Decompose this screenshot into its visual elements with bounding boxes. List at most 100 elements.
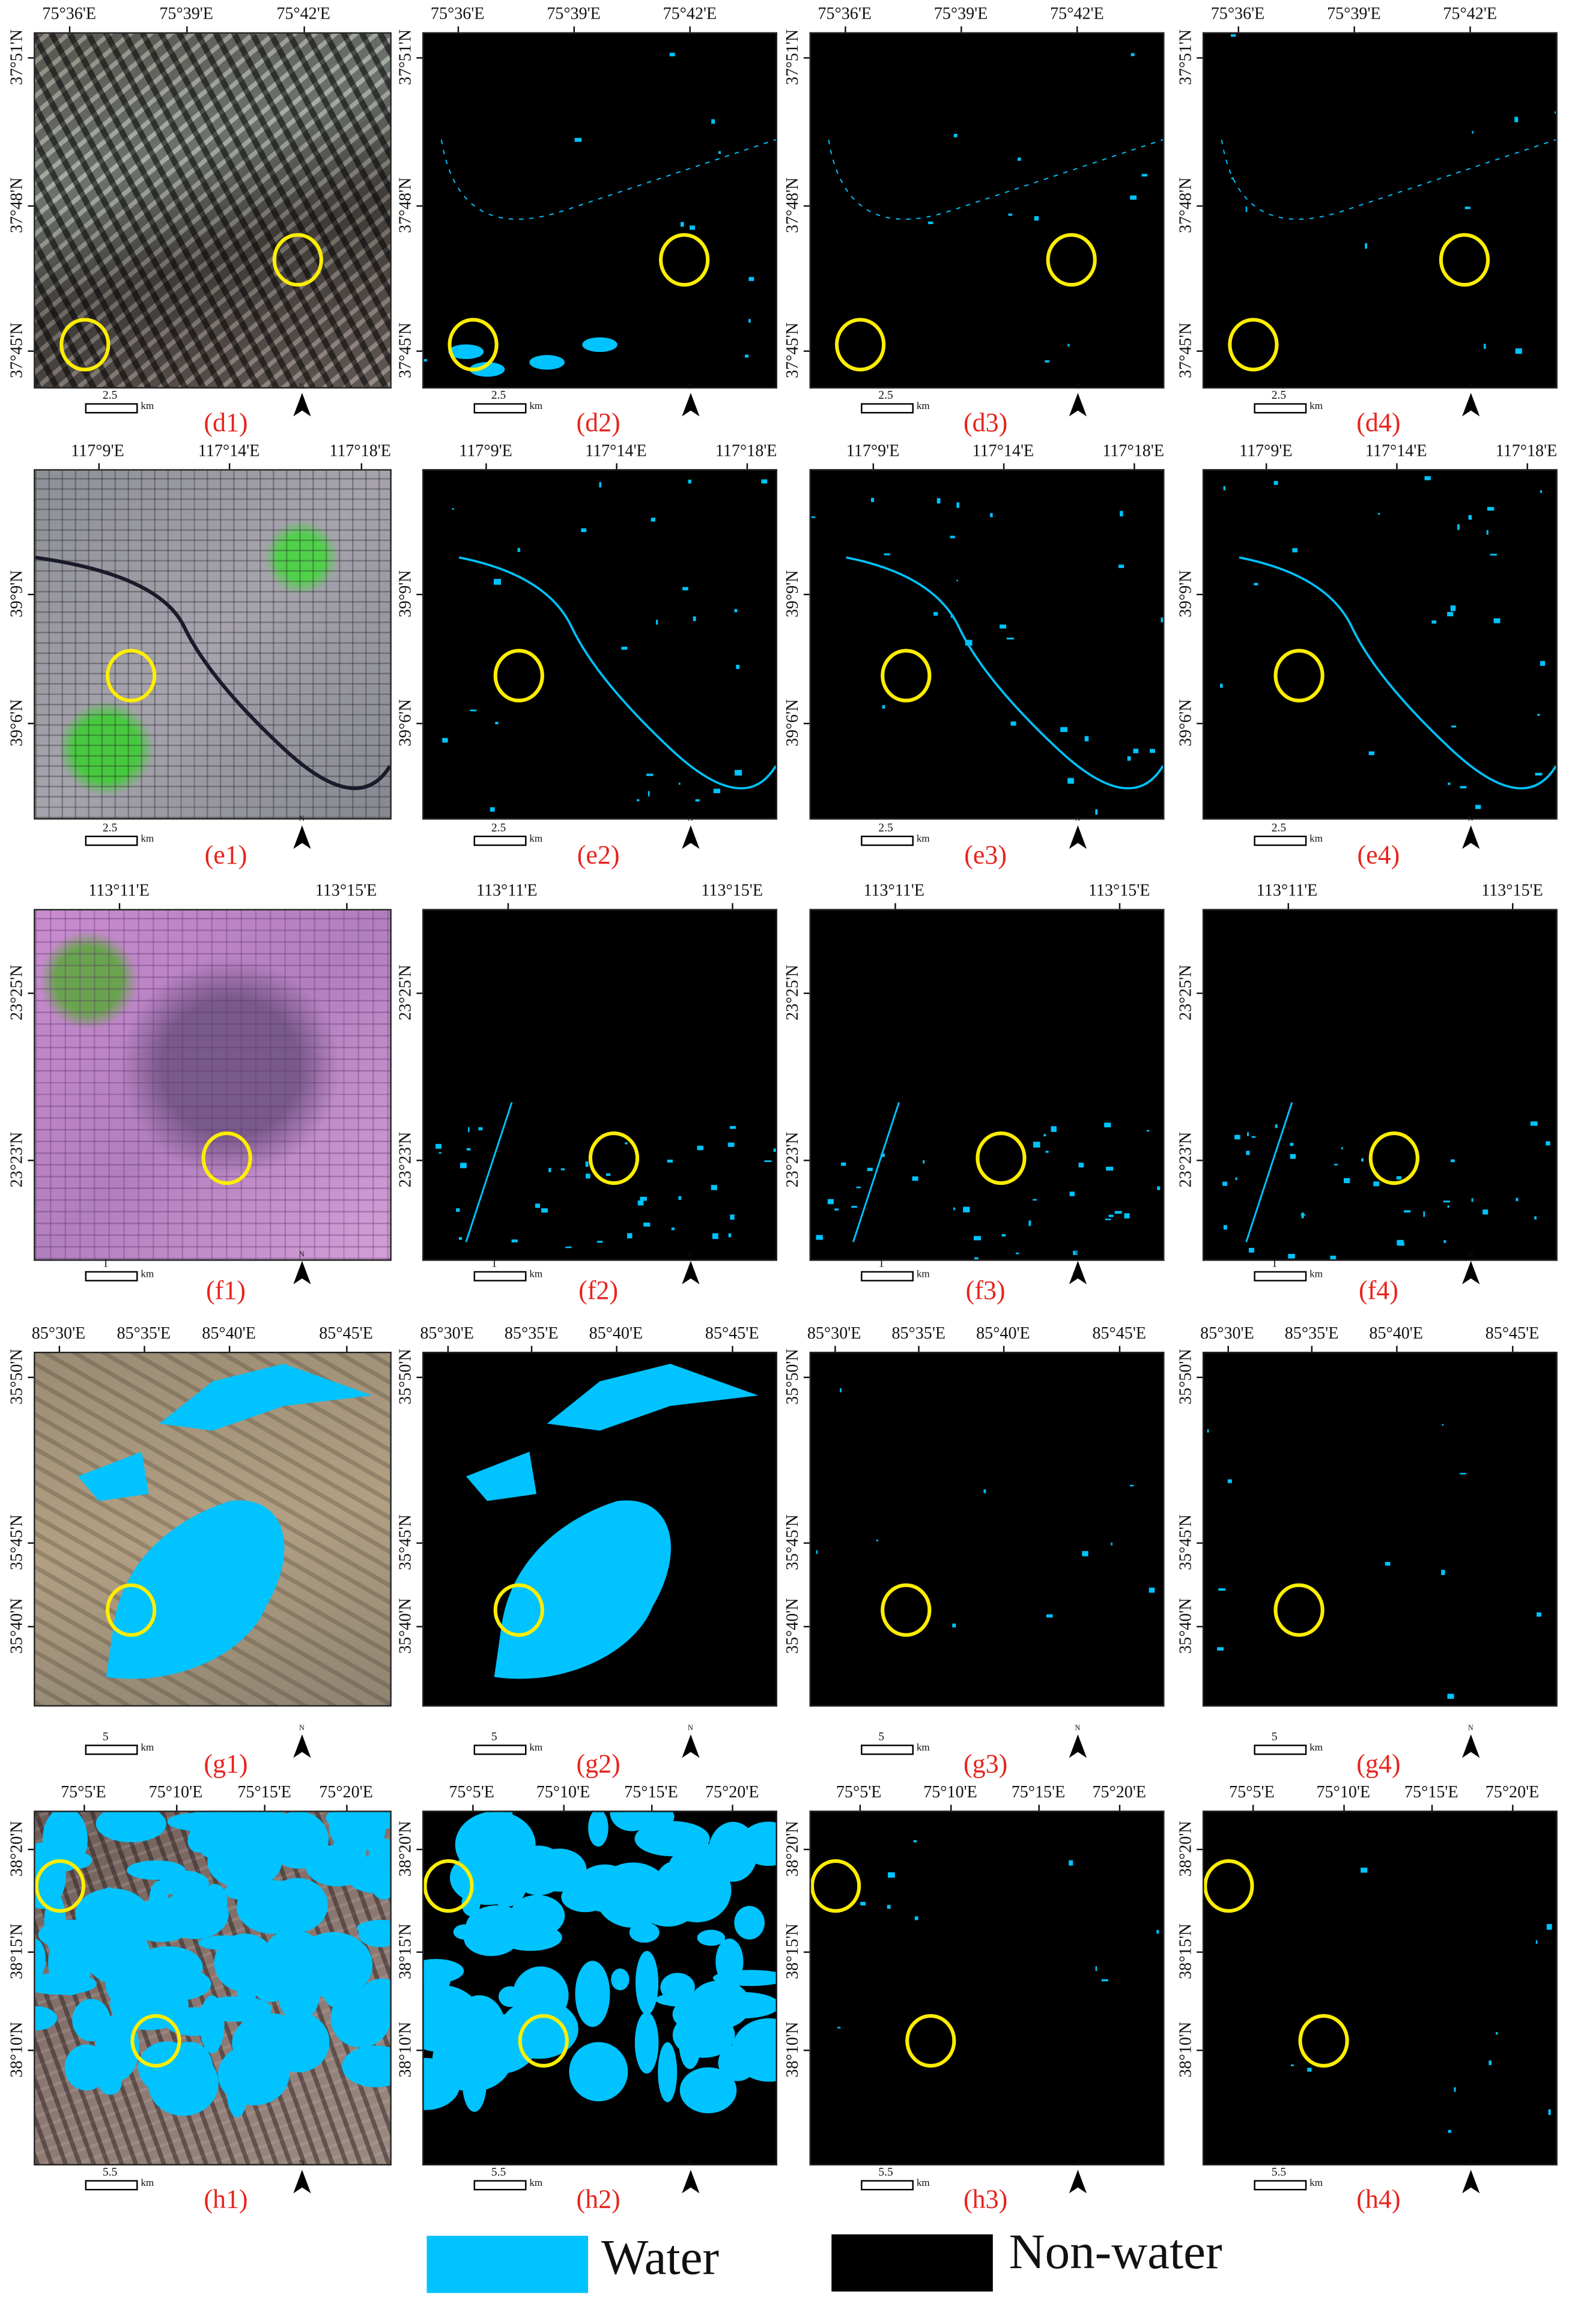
water-body — [449, 1850, 526, 1905]
scale-bar-value: 5 — [102, 1729, 109, 1743]
map-layer — [77, 1363, 372, 1679]
water-body — [72, 1999, 111, 2042]
water-pixel — [888, 1872, 895, 1878]
water-pixel — [1443, 1200, 1451, 1203]
water-body — [610, 1812, 654, 1832]
longitude-label: 117°9'E — [846, 443, 900, 461]
tick-mark — [918, 1346, 920, 1352]
latitude-label: 37°51'N — [8, 29, 26, 85]
water-pixel — [816, 1235, 823, 1240]
latitude-label: 37°51'N — [1177, 29, 1195, 85]
tick-mark — [1431, 1805, 1433, 1811]
highlight-circle — [1298, 2014, 1349, 2068]
scale-bar-value: 1 — [491, 1256, 497, 1270]
longitude-label: 75°42'E — [1050, 5, 1104, 24]
water-body — [159, 1870, 209, 1897]
water-body — [498, 1986, 523, 2008]
latitude-label: 23°25'N — [1177, 964, 1195, 1021]
longitude-label: 117°18'E — [1102, 443, 1165, 461]
map-layer — [442, 479, 776, 812]
scale-bar-unit: km — [141, 400, 154, 413]
water-pixel — [1219, 683, 1223, 688]
map-layer — [811, 1840, 1159, 2068]
latitude-label: 23°25'N — [8, 964, 26, 1021]
tick-mark — [1038, 1805, 1040, 1811]
water-pixel — [693, 616, 696, 622]
water-pixel — [956, 502, 960, 508]
water-pixel — [1124, 1213, 1130, 1218]
water-pixel — [727, 1142, 735, 1147]
latitude-label: 35°50'N — [397, 1348, 415, 1405]
water-pixel — [1248, 1248, 1254, 1253]
satellite-image — [34, 1811, 392, 2165]
tick-mark — [1512, 1805, 1514, 1811]
water-pixel — [678, 782, 681, 785]
panel-label: (h2) — [576, 2184, 621, 2214]
north-arrow-icon — [681, 2170, 701, 2202]
scale-bar-value: 1 — [102, 1256, 109, 1270]
water-body — [575, 1961, 610, 2027]
panel-label: (h3) — [963, 2184, 1008, 2214]
water-pixel — [1017, 157, 1021, 161]
water-pixel — [1069, 1860, 1073, 1866]
water-pixel — [423, 359, 427, 362]
water-pixel — [1487, 507, 1495, 511]
water-pixel — [1475, 805, 1481, 809]
tick-mark — [1197, 722, 1203, 725]
water-body — [96, 1812, 166, 1842]
water-pixel — [1235, 1177, 1237, 1181]
water-pixel — [837, 2027, 841, 2029]
water-pixel — [881, 1153, 885, 1157]
latitude-label: 38°20'N — [8, 1821, 26, 1877]
tick-mark — [28, 1542, 34, 1543]
highlight-circle — [272, 233, 323, 287]
scale-bar-value: 5 — [1271, 1729, 1278, 1743]
tick-mark — [1266, 463, 1267, 470]
tick-mark — [803, 350, 810, 352]
latitude-label: 35°45'N — [8, 1513, 26, 1570]
water-pixel — [983, 1489, 986, 1493]
water-pixel — [1108, 1214, 1114, 1217]
tick-mark — [1197, 205, 1203, 207]
water-body — [582, 337, 618, 353]
longitude-label: 75°42'E — [663, 5, 717, 24]
water-body — [547, 1363, 759, 1431]
water-pixel — [643, 1222, 651, 1227]
water-pixel — [669, 52, 675, 56]
north-label: N — [1467, 1251, 1473, 1260]
panel-label: (f2) — [578, 1275, 619, 1305]
water-pixel — [621, 646, 628, 650]
scale-bar-value: 5.5 — [102, 2165, 118, 2179]
water-pixel — [1067, 343, 1070, 347]
tick-mark — [894, 903, 896, 909]
north-arrow-icon — [1067, 2170, 1088, 2202]
latitude-label: 39°9'N — [8, 570, 26, 618]
water-pixel — [1133, 748, 1139, 754]
highlight-circle — [881, 1583, 932, 1637]
map-layer — [1222, 1102, 1550, 1260]
map-layer — [1204, 1859, 1552, 2133]
tick-mark — [175, 1805, 177, 1811]
highlight-circle — [1046, 233, 1097, 287]
tick-mark — [346, 1805, 348, 1811]
tick-mark — [563, 1805, 565, 1811]
tick-mark — [28, 993, 34, 994]
water-body — [207, 1835, 282, 1889]
highlight-circle — [423, 1859, 474, 1913]
water-pixel — [1365, 243, 1368, 249]
longitude-label: 75°10'E — [923, 1784, 977, 1802]
tick-mark — [1003, 463, 1005, 470]
highlight-circle — [1273, 649, 1325, 703]
water-body — [636, 1874, 700, 1927]
north-arrow-icon — [292, 1260, 312, 1294]
water-pixel — [1288, 1254, 1295, 1259]
water-body — [38, 1919, 105, 1950]
water-pixel — [1028, 1220, 1031, 1226]
map-layer — [59, 233, 323, 372]
longitude-label: 85°45'E — [319, 1325, 373, 1343]
water-pixel — [730, 1126, 736, 1129]
water-pixel — [1101, 1979, 1108, 1982]
water-pixel — [1245, 207, 1248, 213]
map-layer — [35, 555, 390, 790]
